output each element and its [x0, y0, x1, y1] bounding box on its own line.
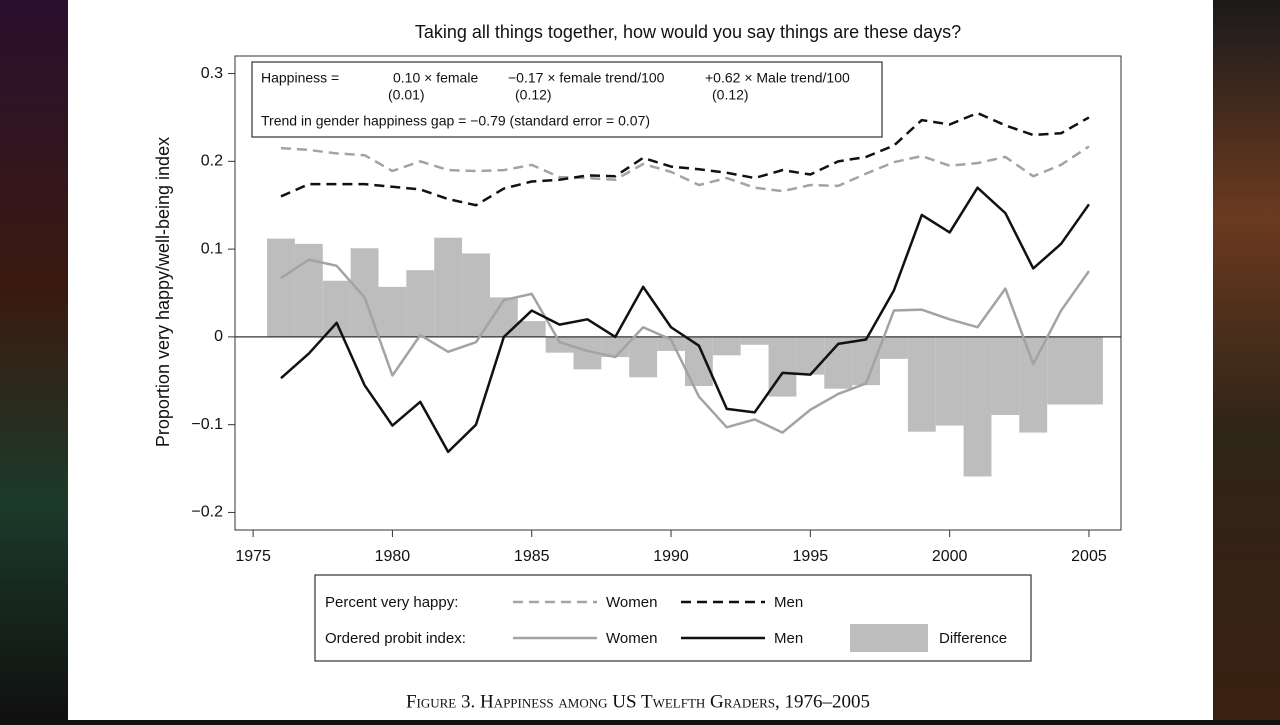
series-line — [280, 258, 1090, 434]
x-tick-label: 2000 — [932, 548, 968, 565]
difference-bar — [740, 336, 769, 345]
y-tick-label: −0.2 — [191, 504, 223, 521]
y-tick-label: −0.1 — [191, 416, 223, 433]
series-line — [280, 186, 1090, 454]
series-line — [280, 145, 1090, 193]
series-line — [280, 111, 1090, 207]
legend-label: Women — [606, 594, 657, 611]
difference-bar — [907, 336, 936, 432]
difference-bar — [322, 280, 351, 337]
y-tick-label: 0 — [214, 328, 223, 345]
right-backdrop — [1213, 0, 1280, 720]
legend-label: Men — [774, 594, 803, 611]
legend-label: Difference — [939, 630, 1007, 647]
difference-bar — [545, 336, 574, 353]
difference-bar — [991, 336, 1020, 416]
y-tick-label: 0.2 — [201, 153, 223, 170]
equation-se: (0.12) — [712, 87, 749, 103]
x-tick-label: 1975 — [235, 548, 271, 565]
legend-swatch — [850, 624, 928, 652]
plot-frame — [234, 55, 1122, 531]
difference-bar — [294, 243, 323, 337]
legend-group-label: Percent very happy: — [325, 594, 458, 611]
difference-bar — [378, 286, 407, 337]
equation-lhs: Happiness = — [261, 70, 339, 86]
y-tick-label: 0.1 — [201, 240, 223, 257]
x-tick-label: 1990 — [653, 548, 689, 565]
difference-bar — [601, 336, 630, 358]
difference-bar — [434, 237, 463, 337]
difference-bar — [629, 336, 658, 378]
difference-bar — [935, 336, 964, 426]
difference-bar — [796, 336, 825, 375]
equation-box: Happiness = 0.10 × female (0.01) −0.17 ×… — [251, 61, 883, 138]
difference-bar — [1047, 336, 1076, 405]
equation-term: 0.10 × female — [393, 70, 478, 86]
legend-group-label: Ordered probit index: — [325, 630, 466, 647]
equation-term: +0.62 × Male trend/100 — [705, 70, 850, 86]
difference-bar — [712, 336, 741, 356]
y-tick-label: 0.3 — [201, 65, 223, 82]
difference-bar — [657, 336, 685, 351]
legend: Percent very happy: Ordered probit index… — [314, 574, 1032, 662]
figure-caption: Figure 3. Happiness among US Twelfth Gra… — [406, 691, 870, 712]
difference-bar — [406, 270, 435, 337]
x-tick-label: 1995 — [793, 548, 829, 565]
x-tick-label: 1985 — [514, 548, 550, 565]
difference-bar — [489, 297, 518, 337]
difference-bar — [462, 253, 490, 337]
plot-area: −0.2 −0.1 0 0.1 0.2 0.3 1975 1980 1985 1990 1995 20… — [191, 65, 1121, 565]
legend-label: Men — [774, 630, 803, 647]
difference-bar — [267, 238, 295, 337]
difference-bar — [1019, 336, 1048, 433]
x-tick-label: 2005 — [1071, 548, 1107, 565]
equation-frame — [251, 61, 883, 138]
difference-bar — [1075, 336, 1103, 405]
y-axis-label: Proportion very happy/well-being index — [153, 137, 173, 447]
equation-term: −0.17 × female trend/100 — [508, 70, 665, 86]
difference-bar — [517, 321, 546, 337]
equation-se: (0.12) — [515, 87, 552, 103]
difference-bar — [879, 336, 908, 359]
legend-label: Women — [606, 630, 657, 647]
chart-title: Taking all things together, how would yo… — [415, 22, 961, 42]
equation-se: (0.01) — [388, 87, 425, 103]
left-backdrop — [0, 0, 68, 720]
x-tick-label: 1980 — [375, 548, 411, 565]
gap-note: Trend in gender happiness gap = −0.79 (s… — [261, 113, 650, 129]
difference-bar — [963, 336, 992, 477]
